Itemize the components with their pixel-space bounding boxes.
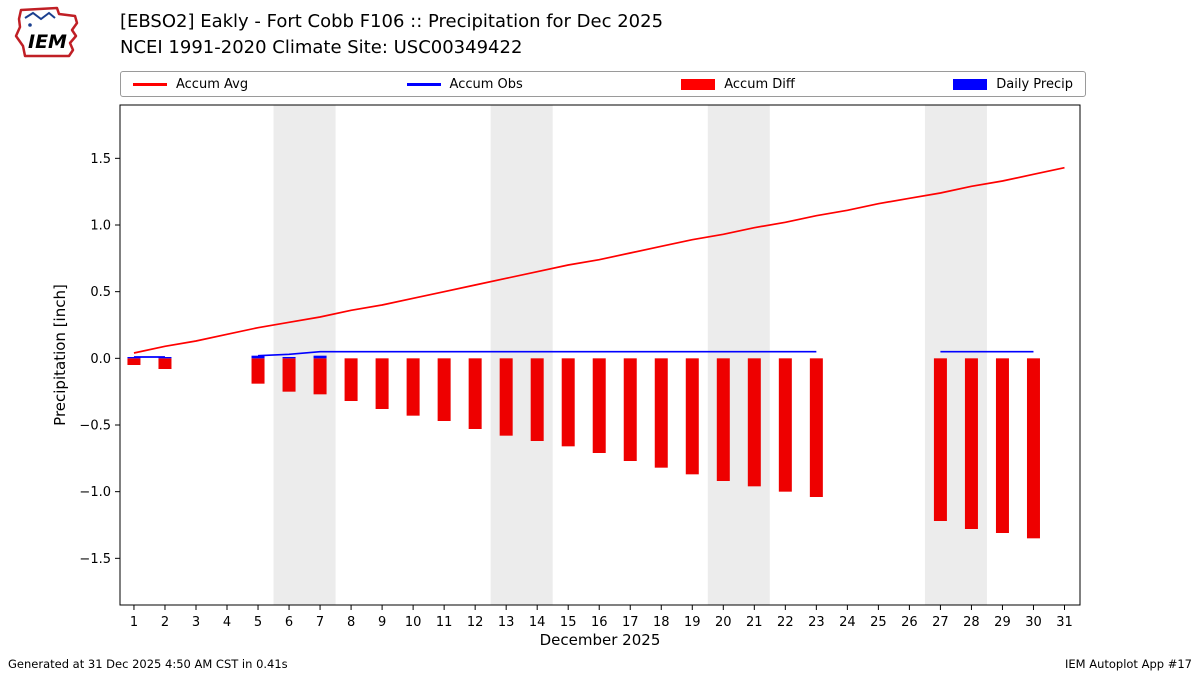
x-tick-label: 6 (285, 615, 293, 630)
accum-avg-line (133, 166, 1065, 354)
x-tick-label: 31 (1056, 615, 1073, 630)
daily-precip-bar-symbol (953, 78, 988, 90)
accum-diff-bar-symbol (681, 78, 716, 90)
accum-diff-bar (964, 358, 978, 529)
x-tick-label: 20 (715, 615, 732, 630)
x-tick-label: 14 (529, 615, 546, 630)
x-tick-label: 1 (130, 615, 138, 630)
legend-label: Accum Obs (449, 76, 523, 92)
x-tick-label: 17 (622, 615, 639, 630)
accum-diff-bar (406, 358, 420, 416)
weekend-shading (707, 105, 770, 605)
accum-diff-bar (344, 358, 358, 401)
footer-app-text: IEM Autoplot App #17 (1064, 657, 1192, 671)
footer-generated-text: Generated at 31 Dec 2025 4:50 AM CST in … (8, 657, 288, 671)
x-tick-label: 5 (254, 615, 262, 630)
accum-diff-bar (623, 358, 637, 461)
x-tick-label: 4 (223, 615, 231, 630)
legend-item-accum-obs: Accum Obs (406, 76, 523, 92)
daily-precip-bar (251, 355, 265, 359)
accum-diff-bar (251, 358, 265, 384)
x-tick-label: 7 (316, 615, 324, 630)
accum-diff-bar (716, 358, 730, 481)
daily-precip-bar (282, 357, 296, 359)
x-tick-label: 13 (498, 615, 515, 630)
x-tick-label: 2 (161, 615, 169, 630)
x-tick-label: 27 (932, 615, 949, 630)
weather-squiggle-icon (24, 11, 56, 21)
x-tick-label: 19 (684, 615, 701, 630)
legend-label: Accum Avg (176, 76, 249, 92)
chart-title: [EBSO2] Eakly - Fort Cobb F106 :: Precip… (120, 11, 664, 32)
x-tick-label: 18 (653, 615, 670, 630)
legend-label: Daily Precip (996, 76, 1073, 92)
x-tick-label: 29 (994, 615, 1011, 630)
accum-obs-line-symbol (406, 82, 441, 86)
y-tick-label: 0.0 (90, 352, 111, 367)
x-tick-label: 9 (378, 615, 386, 630)
x-tick-label: 12 (467, 615, 484, 630)
x-tick-label: 10 (405, 615, 422, 630)
chart-legend: Accum Avg Accum Obs Accum Diff Daily Pre… (120, 71, 1086, 97)
y-tick-label: 1.0 (90, 219, 111, 234)
weekend-shading (490, 105, 553, 605)
x-tick-label: 23 (808, 615, 825, 630)
accum-diff-bar (127, 358, 141, 365)
x-tick-label: 3 (192, 615, 200, 630)
y-tick-label: −1.0 (79, 485, 111, 500)
accum-diff-bar (561, 358, 575, 447)
accum-diff-bar (437, 358, 451, 421)
accum-diff-bar (499, 358, 513, 436)
daily-precip-bar (313, 355, 327, 359)
chart-header: [EBSO2] Eakly - Fort Cobb F106 :: Precip… (120, 9, 663, 61)
accum-diff-bar (778, 358, 792, 492)
x-tick-label: 25 (870, 615, 887, 630)
y-axis-label: Precipitation [inch] (51, 284, 69, 426)
legend-item-accum-avg: Accum Avg (133, 77, 248, 92)
accum-diff-bar (530, 358, 544, 441)
accum-diff-bar (282, 358, 296, 392)
iem-logo: IEM (10, 5, 84, 67)
legend-item-daily-precip: Daily Precip (953, 77, 1073, 92)
accum-diff-bar (158, 358, 172, 369)
legend-label: Accum Diff (724, 76, 795, 92)
accum-diff-bar (375, 358, 389, 409)
y-tick-label: 0.5 (90, 285, 111, 300)
x-tick-label: 26 (901, 615, 918, 630)
legend-item-accum-diff: Accum Diff (681, 77, 795, 92)
accum-diff-bar (654, 358, 668, 468)
x-tick-label: 11 (436, 615, 453, 630)
logo-text: IEM (28, 31, 67, 53)
x-tick-label: 8 (347, 615, 355, 630)
y-tick-label: −0.5 (79, 419, 111, 434)
accum-diff-bar (995, 358, 1009, 533)
accum-avg-line-symbol (133, 82, 167, 86)
accum-diff-bar (685, 358, 699, 475)
x-tick-label: 30 (1025, 615, 1042, 630)
weekend-shading (924, 105, 987, 605)
x-tick-label: 16 (591, 615, 608, 630)
x-tick-label: 15 (560, 615, 577, 630)
accum-diff-bar (468, 358, 482, 429)
y-tick-label: 1.5 (90, 152, 111, 167)
x-tick-label: 22 (777, 615, 794, 630)
accum-diff-bar (313, 358, 327, 395)
x-tick-label: 21 (746, 615, 763, 630)
station-dot-icon (28, 23, 32, 27)
x-tick-label: 28 (963, 615, 980, 630)
accum-diff-bar (592, 358, 606, 453)
accum-diff-bar (747, 358, 761, 487)
x-tick-label: 24 (839, 615, 856, 630)
accum-obs-line (257, 350, 817, 357)
plot-border (119, 104, 1081, 606)
y-tick-label: −1.5 (79, 552, 111, 567)
chart-subtitle: NCEI 1991-2020 Climate Site: USC00349422 (120, 37, 523, 58)
iowa-outline-icon: IEM (14, 6, 79, 58)
accum-diff-bar (933, 358, 947, 521)
accum-diff-bar (809, 358, 823, 497)
accum-diff-bar (1026, 358, 1040, 539)
x-axis-label: December 2025 (539, 631, 661, 649)
